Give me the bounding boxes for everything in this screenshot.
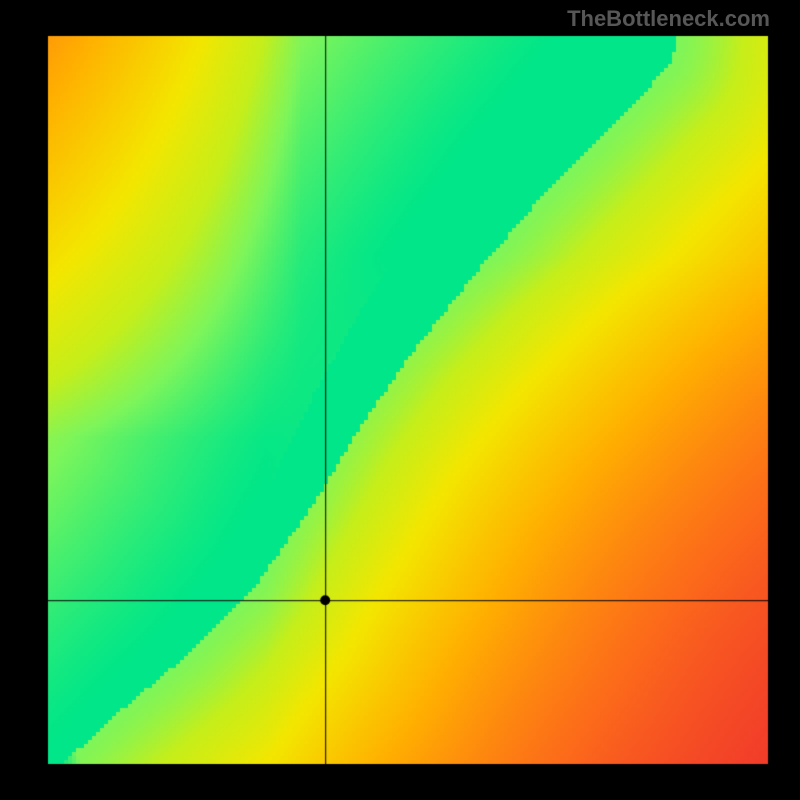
- heatmap-canvas: [0, 0, 800, 800]
- chart-container: TheBottleneck.com: [0, 0, 800, 800]
